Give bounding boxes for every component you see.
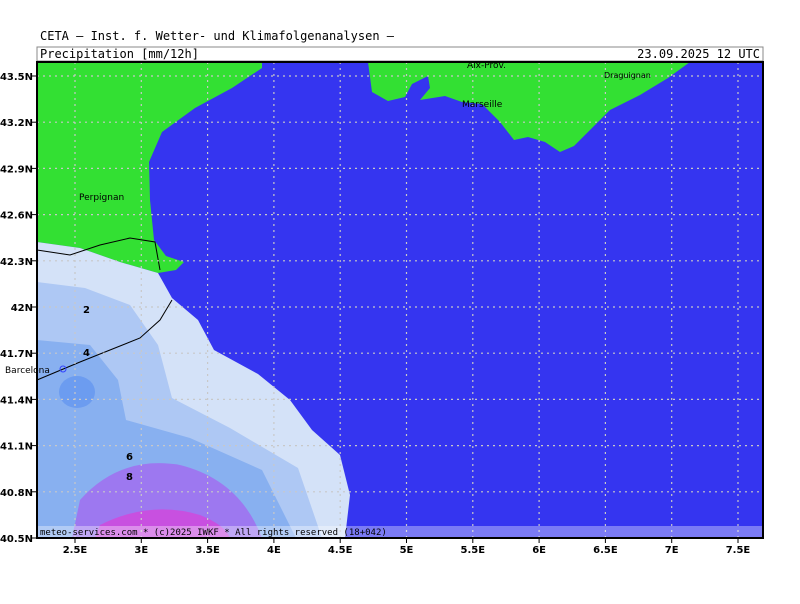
place-label: Perpignan xyxy=(79,193,124,203)
contour-label: 2 xyxy=(83,305,90,316)
place-label: Barcelona xyxy=(5,366,50,376)
place-label: Aix-Prov. xyxy=(467,61,506,71)
contour-label: 4 xyxy=(83,348,90,359)
lat-label: 40.5N xyxy=(0,534,33,545)
contour-label: 8 xyxy=(126,472,133,483)
footer-bar xyxy=(37,526,763,538)
border xyxy=(36,237,161,271)
lat-label: 41.1N xyxy=(0,442,33,453)
lon-label: 7.5E xyxy=(726,545,751,556)
place-label: Marseille xyxy=(462,100,503,110)
lat-label: 43.5N xyxy=(0,72,33,83)
coastline-spain xyxy=(36,299,173,381)
lon-label: 6E xyxy=(532,545,546,556)
precip-cell xyxy=(59,376,95,408)
land xyxy=(330,62,690,152)
place-label: Draguignan xyxy=(604,71,651,80)
lon-label: 4E xyxy=(267,545,281,556)
graticule xyxy=(37,62,763,538)
lat-label: 40.8N xyxy=(0,488,33,499)
lat-label: 42.3N xyxy=(0,257,33,268)
lat-label: 42.6N xyxy=(0,211,33,222)
lon-label: 2.5E xyxy=(63,545,88,556)
footer-text: meteo-services.com * (c)2025 IWKF * All … xyxy=(40,528,387,538)
lon-label: 5E xyxy=(400,545,414,556)
lat-label: 43.2N xyxy=(0,118,33,129)
lon-label: 4.5E xyxy=(328,545,353,556)
lon-label: 3E xyxy=(134,545,148,556)
precip-8-plus xyxy=(95,509,230,538)
city-marker xyxy=(59,365,67,373)
lon-label: 6.5E xyxy=(593,545,618,556)
lat-label: 41.4N xyxy=(0,395,33,406)
lon-label: 7E xyxy=(665,545,679,556)
lon-label: 5.5E xyxy=(461,545,486,556)
field-title: Precipitation [mm/12h] xyxy=(40,47,199,61)
map: Aix-Prov. Draguignan Marseille Perpignan… xyxy=(5,61,764,539)
org-title: CETA — Inst. f. Wetter- und Klimafolgena… xyxy=(40,29,395,43)
land xyxy=(37,62,262,273)
lat-label: 41.7N xyxy=(0,349,33,360)
map-frame xyxy=(36,61,764,539)
valid-time: 23.09.2025 12 UTC xyxy=(637,47,760,61)
lat-label: 42N xyxy=(11,303,33,314)
lat-label: 42.9N xyxy=(0,164,33,175)
contour-label: 6 xyxy=(126,452,133,463)
lon-label: 3.5E xyxy=(195,545,220,556)
